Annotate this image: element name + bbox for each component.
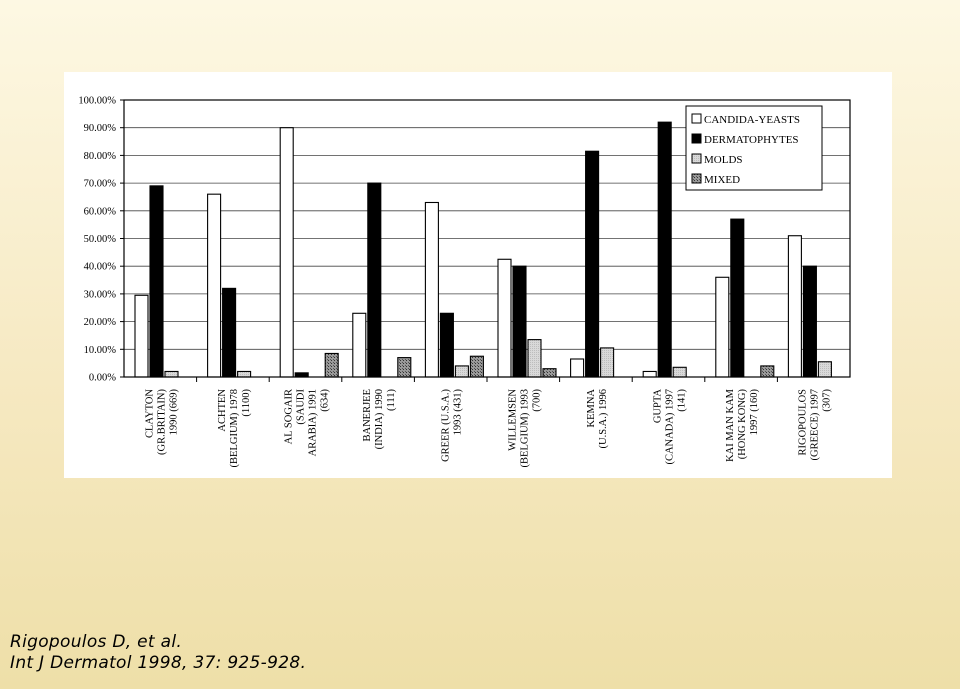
citation: Rigopoulos D, et al. Int J Dermatol 1998… [10,632,306,674]
y-tick-label: 70.00% [84,179,117,190]
x-category-label: (634) [320,389,331,412]
bar-molds [817,361,832,378]
bar-candida-yeasts [352,312,367,378]
bar-dermatophytes [512,265,527,378]
x-category-label: ARABIA) 1991 [308,389,319,456]
bar-molds [527,339,542,378]
x-category-label: KEMNA [586,389,597,428]
y-tick-label: 30.00% [84,289,117,300]
x-category-label: AL SOGAIR [284,389,295,444]
bar-dermatophytes [439,312,454,378]
bar-mixed [469,355,484,378]
x-category-label: (307) [822,389,833,412]
y-tick-label: 80.00% [84,151,117,162]
legend-swatch-molds [691,153,702,164]
bar-molds [454,365,469,378]
x-category-label: RIGOPOULOS [798,389,809,456]
bar-dermatophytes [222,287,237,378]
legend-label-molds: MOLDS [704,154,743,166]
bar-chart: 0.00% 10.00% 20.00% 30.00% 40.00% 50.00% 60.00… [78,96,851,467]
bar-candida-yeasts [424,201,439,378]
y-tick-label: 0.00% [89,373,116,384]
bar-candida-yeasts [715,276,730,378]
bar-candida-yeasts [207,193,222,378]
y-tick-label: 40.00% [84,262,117,273]
bar-molds [237,370,252,378]
x-category-label: (141) [677,389,688,412]
x-category-label: GUPTA [653,389,664,424]
x-category-label: (BELGIUM) 1993 [519,389,530,467]
bar-dermatophytes [730,218,745,378]
bar-mixed [760,365,775,378]
bar-mixed [324,352,339,378]
x-category-label: WILLEMSEN [507,389,518,451]
bar-dermatophytes [367,182,382,378]
legend-swatch-dermatophytes [691,133,702,144]
x-category-label: (U.S.A.) 1996 [598,389,609,449]
bar-dermatophytes [149,185,164,378]
x-category-label: BANERJEE [362,389,373,442]
bar-candida-yeasts [570,358,585,378]
legend-label-mixed: MIXED [704,174,740,186]
citation-journal: Int J Dermatol 1998, 37: 925-928. [10,653,307,673]
x-category-label: KAI MAN KAM [725,388,736,462]
x-category-label: (SAUDI [296,389,307,425]
x-category-label: (700) [531,389,542,412]
legend-label-candida-yeasts: CANDIDA-YEASTS [704,114,800,126]
x-category-label: (GR.BRITAIN) [156,389,167,455]
bar-candida-yeasts [642,370,657,378]
x-category-label: (BELGIUM) 1978 [229,389,240,467]
bar-candida-yeasts [279,127,294,378]
bar-mixed [397,357,412,378]
x-category-label: (CANADA) 1997 [665,389,676,465]
x-category-label: (HONG KONG) [737,388,748,459]
bar-molds [672,366,687,378]
legend-swatch-candida-yeasts [691,113,702,124]
x-category-label: GREER (U.S.A.) [441,389,452,462]
x-category-label: 1993 (431) [453,389,464,436]
bar-dermatophytes [585,150,600,378]
legend-swatch-mixed [691,173,702,184]
y-tick-label: 10.00% [84,345,117,356]
bar-candida-yeasts [497,258,512,378]
bar-molds [164,370,179,378]
y-tick-label: 100.00% [78,96,116,107]
x-category-label: (1100) [241,389,252,417]
bar-dermatophytes [802,265,817,378]
x-category-label: CLAYTON [144,389,155,438]
bar-molds [600,347,615,378]
chart-figure: 0.00% 10.00% 20.00% 30.00% 40.00% 50.00% 60.00… [64,72,892,478]
x-category-label: 1990 (669) [168,389,179,436]
bar-dermatophytes [657,121,672,378]
bar-mixed [542,368,557,378]
x-category-label: (111) [386,389,397,411]
bar-candida-yeasts [787,235,802,378]
bar-dermatophytes [294,372,309,378]
x-category-label: (GREECE) 1997 [810,389,821,460]
x-category-label: (INDIA) 1990 [374,389,385,449]
x-category-label: 1997 (160) [749,389,760,436]
x-category-label: ACHTEN [217,389,228,432]
y-tick-label: 90.00% [84,123,117,134]
legend-box [685,105,823,191]
legend-label-dermatophytes: DERMATOPHYTES [704,134,799,146]
y-tick-label: 50.00% [84,234,117,245]
y-tick-label: 60.00% [84,206,117,217]
citation-authors: Rigopoulos D, et al. [10,632,183,652]
bar-candida-yeasts [134,294,149,378]
y-tick-label: 20.00% [84,317,117,328]
